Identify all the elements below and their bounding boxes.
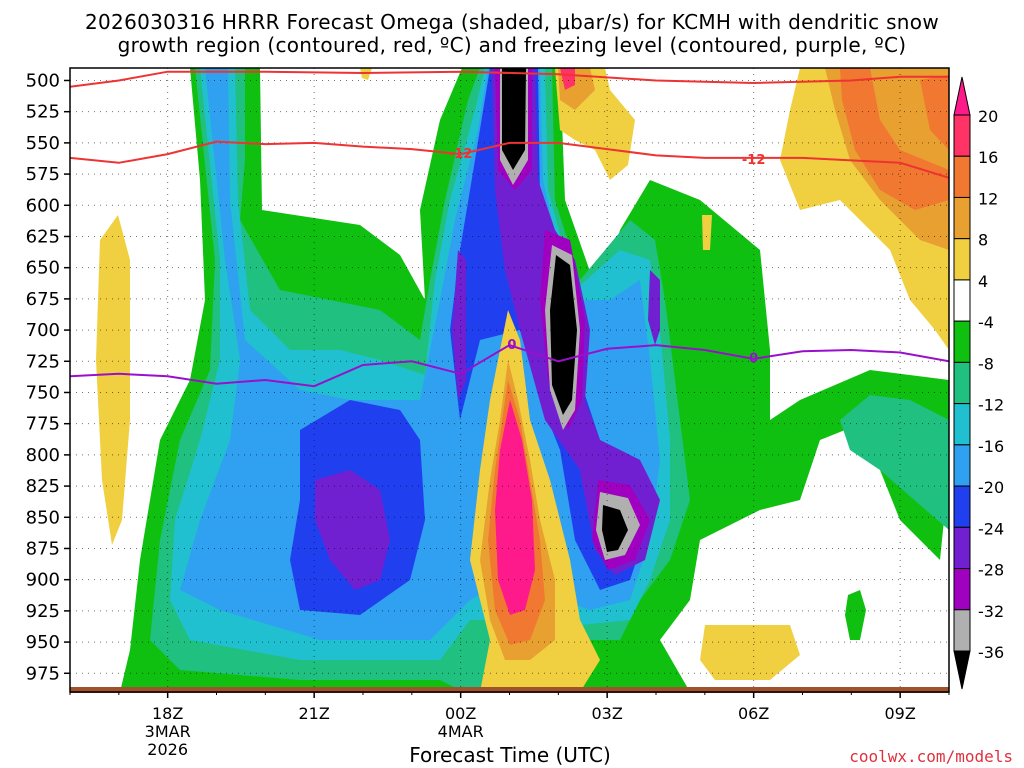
y-tick-label: 950 (26, 632, 60, 653)
x-tick-label: 18Z (152, 704, 183, 723)
omega-band-plus12-orange-right-edge (920, 75, 949, 150)
omega-band-plus4-yellow-small-top (360, 68, 372, 80)
omega-band-plus16-pink-central (495, 400, 535, 615)
x-tick-label: 09Z (885, 704, 916, 723)
y-tick-label: 800 (26, 445, 60, 466)
chart-title-line1: 2026030316 HRRR Forecast Omega (shaded, … (85, 10, 939, 34)
colorbar-label: 4 (978, 272, 988, 291)
colorbar-segment (953, 279, 971, 322)
y-tick-label: 575 (26, 164, 60, 185)
y-tick-label: 775 (26, 414, 60, 435)
omega-band-minus24-purple-streak-2 (452, 250, 466, 400)
y-tick-label: 875 (26, 538, 60, 559)
colorbar-label: -28 (978, 561, 1004, 580)
colorbar-label: -32 (978, 602, 1004, 621)
credit-text: coolwx.com/models (849, 747, 1013, 766)
omega-band-minus36-black-low (602, 505, 628, 552)
omega-band-minus36-black-mid (550, 255, 577, 415)
colorbar-segment (953, 526, 971, 570)
plot-area: -12 -12 0 0 (69, 67, 950, 693)
colorbar-segment (953, 568, 971, 611)
colorbar-label: 8 (978, 231, 988, 250)
colorbar-label: -24 (978, 519, 1004, 538)
omega-band-minus4-green-blob (845, 590, 866, 640)
colorbar-label: -16 (978, 437, 1004, 456)
x-tick-date-label: 4MAR (438, 722, 484, 741)
y-tick-label: 725 (26, 351, 60, 372)
y-tick-label: 500 (26, 70, 60, 91)
y-tick-label: 625 (26, 226, 60, 247)
contour-lines (70, 70, 949, 388)
omega-shading (96, 68, 949, 692)
contour-label-minus12-b: -12 (742, 153, 766, 168)
ground-strip (70, 687, 949, 693)
omega-band-plus16-red-upper-mid (560, 68, 575, 90)
omega-band-plus4-yellow-low-right (700, 625, 800, 680)
x-tick-label: 06Z (738, 704, 769, 723)
colorbar-segment (953, 320, 971, 363)
y-tick-label: 975 (26, 663, 60, 684)
colorbar-label: 12 (978, 189, 998, 208)
y-tick-label: 525 (26, 102, 60, 123)
colorbar-segment (953, 155, 971, 198)
x-axis-title: Forecast Time (UTC) (409, 743, 611, 767)
contour-label-zero-b: 0 (749, 352, 758, 367)
contour-label-zero-a: 0 (507, 338, 516, 353)
colorbar-segment (953, 403, 971, 446)
y-tick-label: 550 (26, 133, 60, 154)
colorbar-segment (953, 361, 971, 405)
omega-band-minus8-seagreen-right (840, 395, 949, 530)
colorbar-label: -20 (978, 478, 1004, 497)
y-axis: 500 525 550 575 600 625 650 675 700 725 750 775 800 8… (26, 70, 70, 684)
y-tick-label: 650 (26, 258, 60, 279)
omega-band-minus24-purple-low (315, 470, 390, 590)
vertical-gridlines (167, 68, 901, 692)
colorbar-label: -4 (978, 313, 994, 332)
colorbar-label: -8 (978, 354, 994, 373)
freezing-level-contour-line (70, 344, 949, 388)
y-tick-label: 925 (26, 601, 60, 622)
y-tick-label: 900 (26, 570, 60, 591)
horizontal-gridlines (70, 79, 949, 674)
colorbar-label: -36 (978, 643, 1004, 662)
y-tick-label: 750 (26, 382, 60, 403)
x-tick-year-label: 2026 (147, 740, 188, 759)
x-tick-label: 00Z (445, 704, 476, 723)
x-tick-date-label: 3MAR (145, 722, 191, 741)
colorbar-segment (953, 114, 971, 157)
y-tick-label: 825 (26, 476, 60, 497)
y-tick-label: 675 (26, 289, 60, 310)
x-tick-label: 21Z (299, 704, 330, 723)
y-tick-label: 700 (26, 320, 60, 341)
x-tick-label: 03Z (592, 704, 623, 723)
colorbar-segment (953, 196, 971, 240)
contour-labels: -12 -12 0 0 (449, 147, 766, 367)
omega-band-minus36-black-top (502, 68, 526, 170)
y-tick-label: 600 (26, 195, 60, 216)
colorbar-segment (953, 485, 971, 528)
colorbar-label: -12 (978, 396, 1004, 415)
omega-band-minus24-purple-streak (648, 270, 660, 345)
y-tick-label: 850 (26, 507, 60, 528)
dgz-minus12-contour-line (70, 140, 949, 179)
colorbar-top-arrow (953, 76, 971, 116)
colorbar-label: 16 (978, 148, 998, 167)
colorbar-segment (953, 609, 971, 652)
omega-band-plus4-yellow-small-600 (702, 215, 712, 250)
dgz-top-contour-line (70, 70, 949, 88)
colorbar: 20 16 12 8 4 -4 -8 -12 -16 -20 -24 -28 -32 -36 (953, 76, 1004, 690)
chart-title-line2: growth region (contoured, red, ºC) and f… (118, 33, 907, 57)
contour-label-minus12-a: -12 (449, 147, 473, 162)
colorbar-segment (953, 238, 971, 281)
colorbar-segment (953, 444, 971, 487)
colorbar-bottom-arrow (953, 650, 971, 690)
omega-band-plus12-orange-upper-right (840, 68, 949, 210)
omega-band-plus4-yellow-left (96, 215, 130, 545)
colorbar-label: 20 (978, 107, 998, 126)
